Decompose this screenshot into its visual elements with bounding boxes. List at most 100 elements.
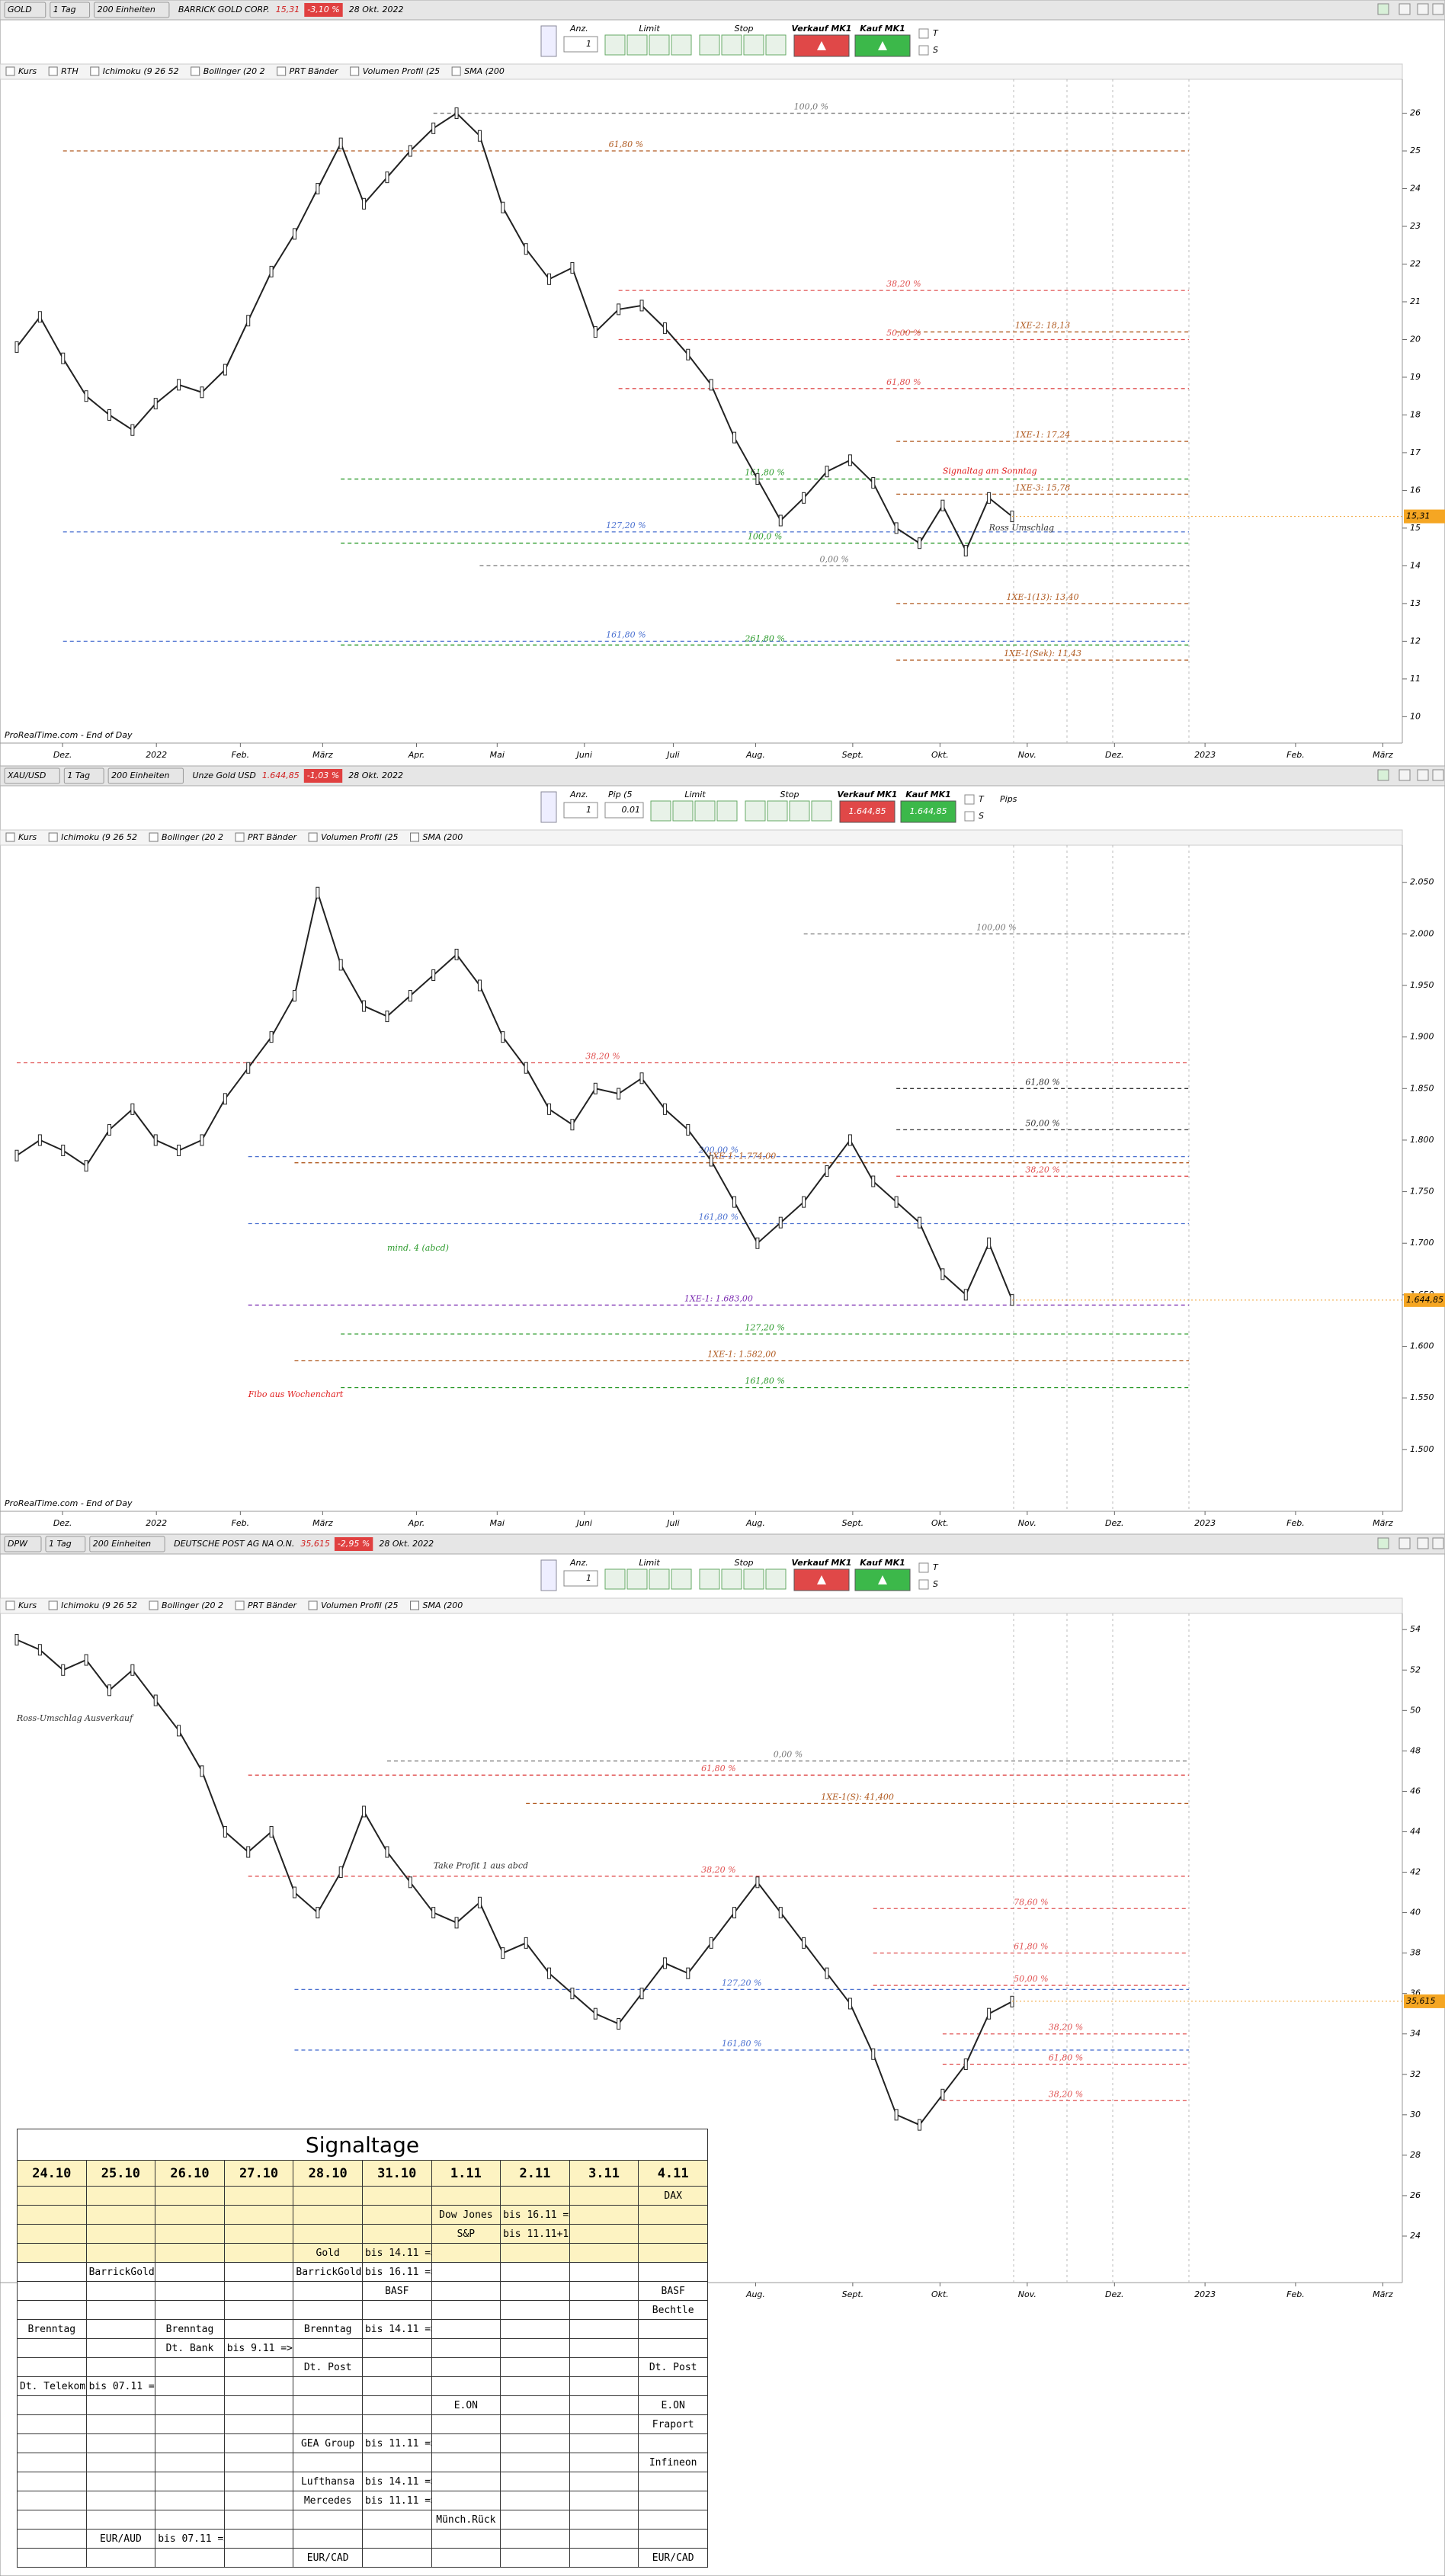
qty-input[interactable] — [563, 36, 598, 53]
stop-button[interactable] — [699, 34, 720, 56]
title-period[interactable]: 1 Tag — [67, 771, 90, 780]
chart-icon[interactable] — [540, 25, 557, 57]
buy-label: Kauf MK1 — [860, 24, 905, 34]
title-period[interactable]: 1 Tag — [53, 5, 76, 14]
chart-icon[interactable] — [540, 791, 557, 823]
t-checkbox[interactable] — [918, 28, 929, 39]
stop-button[interactable] — [765, 1568, 787, 1590]
x-tick-label: 2022 — [146, 1518, 167, 1528]
window-button[interactable] — [1417, 1537, 1429, 1549]
indicator-checkbox[interactable] — [350, 66, 360, 76]
title-symbol[interactable]: DPW — [8, 1539, 28, 1549]
stop-button[interactable] — [789, 800, 810, 822]
indicator-checkbox[interactable] — [5, 1600, 15, 1610]
limit-button[interactable] — [626, 34, 648, 56]
stop-button[interactable] — [721, 1568, 742, 1590]
table-cell: Brenntag — [17, 2319, 87, 2339]
limit-button[interactable] — [650, 800, 671, 822]
qty-input[interactable] — [563, 802, 598, 819]
window-button[interactable] — [1432, 1537, 1444, 1549]
stop-button[interactable] — [743, 1568, 764, 1590]
x-tick-label: 2023 — [1194, 750, 1216, 760]
empty-cell — [500, 2300, 570, 2320]
stop-button[interactable] — [699, 1568, 720, 1590]
window-button[interactable] — [1432, 3, 1444, 15]
price-bar — [385, 1846, 389, 1858]
stop-button[interactable] — [811, 800, 832, 822]
chart-icon[interactable] — [540, 1559, 557, 1591]
x-tick-label: Dez. — [1105, 1518, 1124, 1528]
indicator-checkbox[interactable] — [149, 832, 159, 842]
fib-label: 1XE-1: 1.683,00 — [684, 1293, 753, 1303]
indicator-checkbox[interactable] — [149, 1600, 159, 1610]
limit-button[interactable] — [672, 800, 694, 822]
indicator-checkbox[interactable] — [48, 1600, 58, 1610]
sell-button[interactable] — [839, 800, 896, 823]
window-button[interactable] — [1399, 3, 1411, 15]
fib-label: 61,80 % — [609, 139, 643, 149]
stop-button[interactable] — [765, 34, 787, 56]
fib-label: 38,20 % — [886, 279, 921, 289]
limit-button[interactable] — [671, 34, 692, 56]
empty-cell — [85, 2510, 156, 2530]
limit-button[interactable] — [649, 34, 670, 56]
indicator-checkbox[interactable] — [235, 1600, 245, 1610]
period-box — [45, 1536, 86, 1552]
indicator-checkbox[interactable] — [277, 66, 287, 76]
y-tick-label: 12 — [1410, 636, 1421, 646]
indicator-checkbox[interactable] — [5, 66, 15, 76]
indicator-checkbox[interactable] — [90, 66, 100, 76]
qty-input[interactable] — [563, 1570, 598, 1587]
indicator-checkbox[interactable] — [48, 66, 58, 76]
title-units[interactable]: 200 Einheiten — [111, 771, 169, 780]
title-period[interactable]: 1 Tag — [49, 1539, 72, 1549]
t-checkbox[interactable] — [964, 794, 975, 805]
title-symbol[interactable]: XAU/USD — [7, 771, 46, 780]
empty-cell — [569, 2300, 639, 2320]
window-button[interactable] — [1377, 1537, 1389, 1549]
stop-button[interactable] — [743, 34, 764, 56]
limit-button[interactable] — [604, 34, 626, 56]
indicator-checkbox[interactable] — [191, 66, 200, 76]
limit-button[interactable] — [649, 1568, 670, 1590]
window-button[interactable] — [1377, 769, 1389, 781]
limit-button[interactable] — [626, 1568, 648, 1590]
s-checkbox[interactable] — [918, 45, 929, 56]
empty-cell — [293, 2395, 363, 2415]
indicator-label: Bollinger (20 2 — [162, 832, 223, 842]
price-bar — [847, 1134, 852, 1146]
title-bar — [0, 1533, 1445, 1555]
window-button[interactable] — [1417, 769, 1429, 781]
window-button[interactable] — [1399, 1537, 1411, 1549]
indicator-checkbox[interactable] — [5, 832, 15, 842]
indicator-checkbox[interactable] — [308, 832, 318, 842]
window-button[interactable] — [1417, 3, 1429, 15]
window-button[interactable] — [1377, 3, 1389, 15]
stop-button[interactable] — [767, 800, 788, 822]
window-button[interactable] — [1432, 769, 1444, 781]
indicator-checkbox[interactable] — [410, 832, 419, 842]
title-units[interactable]: 200 Einheiten — [98, 5, 155, 14]
s-checkbox[interactable] — [918, 1579, 929, 1590]
empty-cell — [293, 2510, 363, 2530]
indicator-checkbox[interactable] — [451, 66, 461, 76]
price-bar — [686, 1967, 690, 1979]
limit-button[interactable] — [604, 1568, 626, 1590]
indicator-checkbox[interactable] — [410, 1600, 419, 1610]
stop-button[interactable] — [721, 34, 742, 56]
title-symbol[interactable]: GOLD — [8, 5, 32, 14]
indicator-checkbox[interactable] — [308, 1600, 318, 1610]
indicator-checkbox[interactable] — [235, 832, 245, 842]
buy-button[interactable] — [900, 800, 956, 823]
price-bar — [385, 171, 389, 184]
t-checkbox[interactable] — [918, 1562, 929, 1573]
limit-button[interactable] — [671, 1568, 692, 1590]
limit-button[interactable] — [694, 800, 716, 822]
indicator-checkbox[interactable] — [48, 832, 58, 842]
pip-input[interactable] — [604, 802, 644, 819]
title-units[interactable]: 200 Einheiten — [93, 1539, 151, 1549]
stop-button[interactable] — [745, 800, 766, 822]
limit-button[interactable] — [716, 800, 738, 822]
s-checkbox[interactable] — [964, 811, 975, 822]
window-button[interactable] — [1399, 769, 1411, 781]
